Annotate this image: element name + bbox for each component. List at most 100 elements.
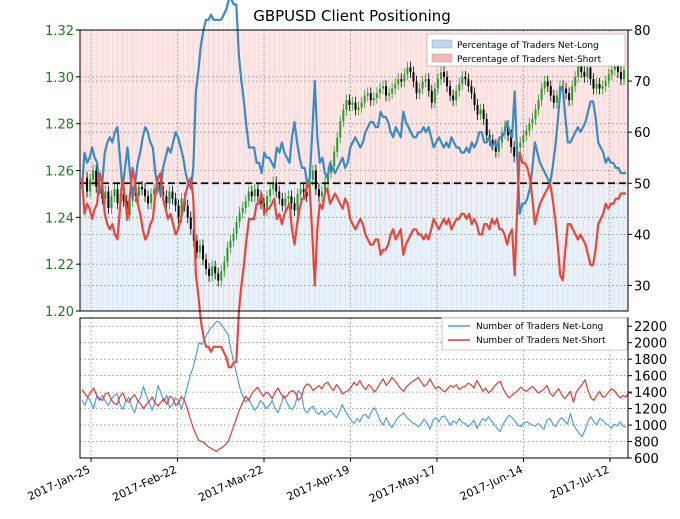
right-tick-label: 1600 xyxy=(634,370,667,385)
candle-body xyxy=(391,88,394,94)
candle-body xyxy=(89,179,92,192)
candle-body xyxy=(250,191,253,197)
candle-body xyxy=(113,189,116,197)
candle-body xyxy=(458,83,461,91)
candle-body xyxy=(546,81,549,87)
candle-body xyxy=(537,100,540,110)
candle-body xyxy=(177,205,180,218)
candle-body xyxy=(140,186,143,190)
candle-body xyxy=(424,79,427,82)
legend-label: Percentage of Traders Net-Short xyxy=(457,55,602,65)
left-tick-label: 1.30 xyxy=(45,71,74,86)
candle-body xyxy=(470,86,473,94)
candle-body xyxy=(168,191,171,204)
legend-label: Number of Traders Net-Short xyxy=(476,336,606,346)
left-tick-label: 1.20 xyxy=(45,305,74,320)
candle-body xyxy=(455,90,458,101)
candle-body xyxy=(171,191,174,199)
legend-box xyxy=(426,33,626,67)
candle-body xyxy=(296,193,299,211)
candle-body xyxy=(409,67,412,73)
left-tick-label: 1.28 xyxy=(45,118,74,133)
candle-body xyxy=(201,245,204,260)
candle-body xyxy=(491,140,494,145)
candle-body xyxy=(476,104,479,115)
candle-body xyxy=(256,189,259,197)
candle-body xyxy=(607,74,610,82)
candle-body xyxy=(430,90,433,103)
candle-body xyxy=(253,189,256,197)
candle-body xyxy=(241,207,244,213)
right-tick-label: 1400 xyxy=(634,386,667,401)
candle-body xyxy=(302,189,305,192)
right-tick-label: 1000 xyxy=(634,419,667,434)
candle-body xyxy=(208,268,211,276)
series-line-net-short-percent xyxy=(80,151,626,369)
candle-body xyxy=(406,67,409,75)
candle-body xyxy=(189,217,192,230)
left-tick-label: 1.26 xyxy=(45,165,74,180)
candle-body xyxy=(317,189,320,197)
candle-body xyxy=(473,93,476,105)
candle-body xyxy=(586,67,589,77)
candle-body xyxy=(415,81,418,94)
series-line-net-short-count xyxy=(81,376,633,452)
series-line-net-long-count xyxy=(81,320,627,438)
candle-body xyxy=(592,79,595,89)
candle-body xyxy=(330,165,333,173)
candle-body xyxy=(153,189,156,194)
candle-body xyxy=(266,196,269,211)
candle-body xyxy=(269,189,272,197)
candle-body xyxy=(519,142,522,148)
candle-body xyxy=(388,93,391,96)
candle-body xyxy=(311,170,314,180)
candle-body xyxy=(497,142,500,152)
candle-body xyxy=(275,182,278,192)
plot-frame-bottom xyxy=(79,317,629,459)
candle-body xyxy=(244,200,247,208)
right-tick-label: 50 xyxy=(634,177,651,192)
candle-body xyxy=(568,93,571,101)
candle-body xyxy=(528,123,531,131)
candle-body xyxy=(552,95,555,103)
candle-body xyxy=(348,100,351,105)
candle-body xyxy=(403,74,406,82)
candle-body xyxy=(186,205,189,218)
candle-body xyxy=(128,200,131,215)
candle-body xyxy=(378,88,381,94)
legend-label: Number of Traders Net-Long xyxy=(476,322,603,332)
candle-body xyxy=(522,135,525,143)
candle-body xyxy=(446,76,449,87)
candle-body xyxy=(174,198,177,206)
candle-body xyxy=(211,266,214,276)
candle-body xyxy=(198,245,201,253)
candle-body xyxy=(229,240,232,248)
candle-body xyxy=(449,86,452,96)
candle-body xyxy=(165,196,168,204)
candle-body xyxy=(180,198,183,218)
candle-body xyxy=(421,81,424,89)
candle-body xyxy=(583,72,586,77)
candle-body xyxy=(104,191,107,199)
candle-body xyxy=(540,88,543,101)
candle-body xyxy=(116,189,119,204)
candle-body xyxy=(272,182,275,190)
candle-body xyxy=(479,109,482,115)
candle-body xyxy=(565,88,568,94)
candle-body xyxy=(290,196,293,204)
candle-body xyxy=(385,86,388,96)
candle-body xyxy=(223,261,226,272)
candle-body xyxy=(299,189,302,194)
candle-body xyxy=(247,191,250,201)
candle-body xyxy=(220,271,223,281)
legend-positioning: Percentage of Traders Net-Long Percentage… xyxy=(426,33,626,67)
candle-body xyxy=(464,76,467,80)
candle-body xyxy=(513,147,516,157)
candle-body xyxy=(122,193,125,201)
candle-body xyxy=(589,67,592,80)
candle-body xyxy=(381,86,384,89)
candle-body xyxy=(574,76,577,87)
candle-body xyxy=(278,191,281,199)
candle-body xyxy=(232,233,235,241)
